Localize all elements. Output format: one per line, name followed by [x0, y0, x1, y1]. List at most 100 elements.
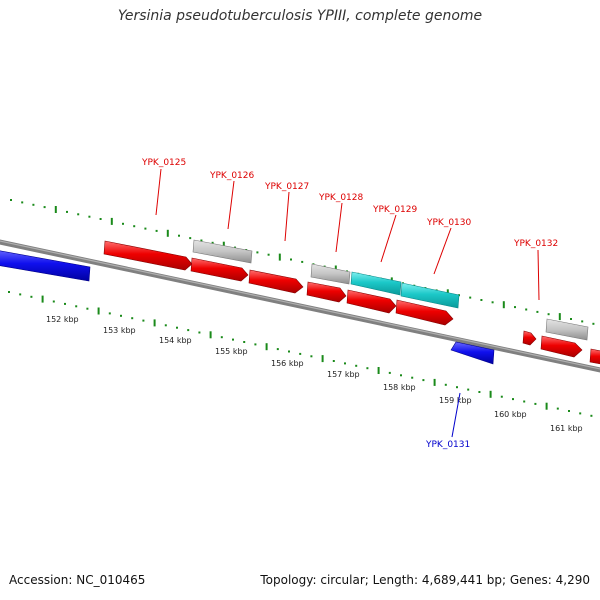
gene-label[interactable]: YPK_0130: [426, 218, 472, 228]
scale-label: 157 kbp: [327, 370, 360, 379]
minor-tick: [456, 386, 458, 389]
gene-label[interactable]: YPK_0126: [209, 171, 255, 181]
minor-tick: [77, 213, 80, 216]
forward-gene-arrow[interactable]: [103, 240, 193, 271]
minor-tick: [556, 407, 559, 410]
leader-line: [380, 214, 397, 263]
minor-tick: [491, 301, 494, 304]
minor-tick: [144, 227, 147, 230]
gene-label[interactable]: YPK_0132: [513, 239, 558, 249]
major-tick: [265, 343, 268, 351]
major-tick: [278, 253, 281, 261]
minor-tick: [108, 312, 111, 315]
minor-tick: [198, 331, 201, 334]
major-tick: [321, 355, 324, 363]
minor-tick: [267, 253, 270, 256]
forward-gene-arrow[interactable]: [306, 281, 347, 303]
scale-label: 152 kbp: [46, 315, 79, 324]
minor-tick: [592, 322, 595, 325]
gene-label[interactable]: YPK_0127: [264, 182, 309, 192]
minor-tick: [200, 239, 203, 242]
minor-tick: [301, 260, 304, 263]
minor-tick: [332, 360, 335, 362]
minor-tick: [187, 329, 190, 332]
minor-tick: [256, 251, 259, 254]
backbone-highlight: [0, 240, 600, 370]
gene-label[interactable]: YPK_0131: [425, 440, 470, 450]
map-title: Yersinia pseudotuberculosis YPIII, compl…: [117, 8, 483, 24]
minor-tick: [21, 201, 24, 204]
scale-label: 156 kbp: [271, 359, 304, 368]
scale-label: 158 kbp: [383, 383, 416, 392]
minor-tick: [75, 305, 78, 308]
minor-tick: [120, 314, 122, 317]
gray-feature-block[interactable]: [545, 318, 589, 341]
major-tick: [153, 319, 156, 327]
major-tick: [110, 217, 113, 225]
leader-line: [537, 249, 540, 301]
minor-tick: [243, 341, 246, 343]
minor-tick: [32, 203, 35, 206]
forward-gene-arrow[interactable]: [395, 299, 454, 326]
scale-label: 160 kbp: [494, 410, 527, 419]
forward-gene-arrow[interactable]: [522, 330, 537, 346]
minor-tick: [536, 310, 539, 313]
gray-feature-block[interactable]: [310, 263, 351, 285]
minor-tick: [579, 412, 582, 415]
backbone-line: [0, 239, 600, 373]
minor-tick: [66, 210, 68, 213]
minor-tick: [411, 376, 414, 379]
gene-label[interactable]: YPK_0125: [141, 158, 186, 168]
minor-tick: [122, 222, 124, 225]
minor-tick: [10, 199, 12, 201]
minor-tick: [525, 308, 528, 311]
minor-tick: [155, 229, 158, 232]
minor-tick: [512, 398, 514, 401]
minor-tick: [131, 317, 134, 320]
minor-tick: [211, 241, 214, 244]
major-tick: [41, 295, 44, 303]
gene-label-group: YPK_0125 YPK_0126 YPK_0127 YPK_0128 YPK_…: [141, 158, 558, 450]
rna-gene-arrow[interactable]: [400, 282, 460, 309]
minor-tick: [467, 388, 470, 391]
minor-tick: [514, 306, 516, 309]
minor-tick: [581, 320, 584, 323]
minor-tick: [299, 352, 302, 355]
minor-tick: [444, 383, 447, 386]
minor-tick: [64, 302, 66, 305]
forward-gene-arrow[interactable]: [248, 269, 304, 294]
label-leader-lines: [155, 168, 540, 438]
minor-tick: [310, 355, 313, 358]
reverse-gene-arrow[interactable]: [0, 249, 91, 282]
forward-gene-arrow[interactable]: [190, 257, 249, 282]
rna-gene-arrow[interactable]: [350, 271, 402, 296]
minor-tick: [30, 295, 33, 298]
lower-tick-row: [8, 291, 593, 417]
gray-feature-block[interactable]: [192, 239, 253, 264]
minor-tick: [189, 237, 192, 240]
forward-gene-arrow[interactable]: [346, 289, 397, 314]
major-tick: [166, 229, 169, 237]
accession-text: Accession: NC_010465: [9, 573, 146, 587]
forward-gene-arrow[interactable]: [540, 335, 583, 358]
reverse-gene-arrow[interactable]: [450, 341, 495, 365]
scale-label: 154 kbp: [159, 336, 192, 345]
minor-tick: [99, 218, 102, 220]
gene-label[interactable]: YPK_0128: [318, 193, 364, 203]
minor-tick: [547, 313, 550, 316]
minor-tick: [52, 300, 55, 303]
major-tick: [97, 307, 100, 315]
major-tick: [489, 390, 492, 398]
minor-tick: [480, 299, 483, 301]
gene-label[interactable]: YPK_0129: [372, 205, 418, 215]
minor-tick: [534, 402, 537, 405]
forward-gene-arrow[interactable]: [589, 348, 600, 365]
leader-line: [284, 191, 290, 242]
minor-tick: [500, 395, 503, 398]
minor-tick: [254, 343, 257, 346]
minor-tick: [43, 206, 46, 209]
minor-tick: [288, 350, 290, 353]
minor-tick: [133, 225, 136, 228]
minor-tick: [276, 348, 279, 351]
